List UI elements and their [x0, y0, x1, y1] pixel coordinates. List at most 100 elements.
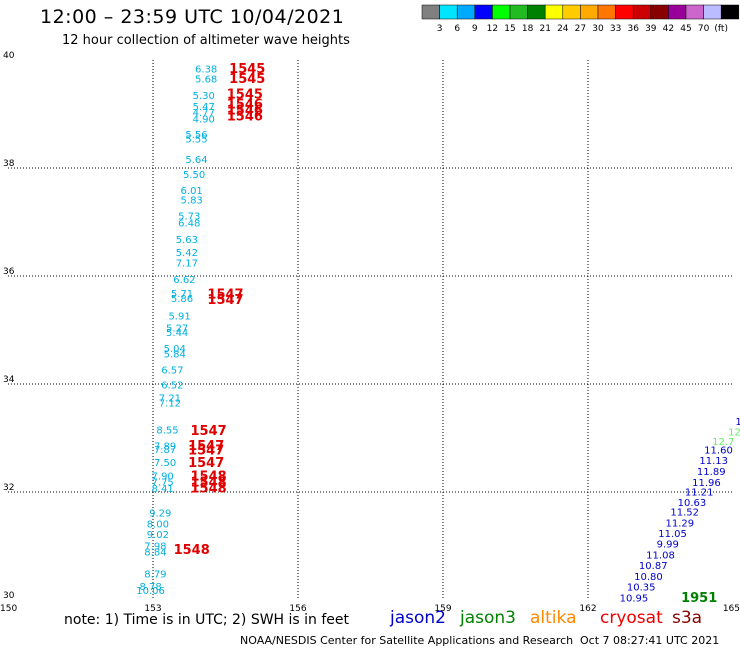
legend-label: 6	[454, 24, 460, 34]
data-point-label: 1546	[227, 110, 263, 125]
data-point-label: 11.60	[704, 445, 733, 456]
data-point-label: 5.91	[168, 312, 190, 323]
legend-swatch	[544, 4, 564, 20]
data-point-label: 11.13	[699, 456, 728, 467]
data-point-label: 11.52	[670, 508, 699, 519]
legend-swatch	[439, 4, 458, 20]
legend-label: 39	[645, 24, 657, 34]
mission-label-altika: altika	[530, 608, 577, 628]
x-tick-label: 162	[579, 604, 596, 614]
data-point-label: 7.75	[152, 477, 174, 488]
data-point-label: 1548	[174, 543, 210, 558]
legend-swatch	[527, 4, 546, 20]
chart-grid	[8, 60, 733, 600]
data-point-label: 6.01	[181, 186, 203, 197]
data-point-label: 5.42	[176, 248, 198, 259]
data-point-label: 5.56	[185, 130, 207, 141]
legend-label: 21	[539, 24, 550, 34]
data-point-label: 1547	[188, 439, 224, 454]
data-point-label: 12.7	[712, 437, 734, 448]
data-point-label: 5.86	[171, 294, 193, 305]
legend-label: 45	[680, 24, 691, 34]
y-tick-label: 34	[3, 375, 15, 385]
color-legend: 3 6 9 12 15 18 21 24 27 30 33 36 39 42 45 70 (ft)	[421, 4, 740, 34]
data-point-label: 8.41	[152, 484, 174, 495]
data-point-label: 7.21	[159, 394, 181, 405]
data-point-label: 8.79	[144, 570, 166, 581]
data-point-label: 11	[735, 417, 740, 428]
data-point-label: 7.98	[144, 542, 166, 553]
data-point-label: 5.84	[164, 349, 186, 360]
data-point-label: 10.80	[634, 572, 663, 583]
data-point-label: 5.55	[185, 134, 207, 145]
legend-label: 33	[610, 24, 621, 34]
legend-label: (ft)	[714, 24, 728, 34]
legend-label: 9	[472, 24, 478, 34]
data-point-label: 6.57	[161, 366, 183, 377]
data-point-label: 6.52	[161, 381, 183, 392]
data-point-label: 1547	[207, 287, 243, 302]
data-point-label: 1546	[227, 103, 263, 118]
mission-label-jason2: jason2	[390, 608, 446, 628]
data-point-label: 5.30	[193, 91, 215, 102]
x-tick-label: 153	[144, 604, 161, 614]
data-point-label: 5.04	[164, 344, 186, 355]
data-point-label: 5.50	[183, 170, 205, 181]
data-point-label: 1545	[229, 72, 265, 87]
legend-label: 27	[575, 24, 586, 34]
data-point-label: 6.62	[173, 275, 195, 286]
data-point-label: 1546	[227, 97, 263, 112]
footer-note: note: 1) Time is in UTC; 2) SWH is in fe…	[64, 612, 350, 628]
page-title: 12:00 – 23:59 UTC 10/04/2021	[40, 6, 345, 28]
legend-label: 24	[557, 24, 569, 34]
data-point-label: 6.38	[195, 65, 217, 76]
data-point-label: 1951	[681, 591, 717, 606]
data-point-label: 4.77	[193, 108, 215, 119]
data-point-label: 11.08	[646, 551, 675, 562]
y-tick-label: 38	[3, 159, 15, 169]
data-point-label: 7.89	[154, 442, 176, 453]
x-tick-label: 150	[0, 604, 17, 614]
legend-swatch	[492, 4, 511, 20]
legend-swatch	[580, 4, 599, 20]
data-point-label: 1545	[227, 88, 263, 103]
data-point-label: 5.83	[181, 195, 203, 206]
data-point-label: 5.63	[176, 235, 198, 246]
data-point-label: 8.84	[144, 547, 166, 558]
legend-swatch	[474, 4, 493, 20]
data-point-label: 1548	[190, 481, 226, 496]
y-tick-label: 40	[3, 51, 15, 61]
footer-credit: NOAA/NESDIS Center for Satellite Applica…	[240, 634, 574, 647]
data-point-label: 12.	[728, 428, 740, 439]
data-point-label: 10.63	[678, 498, 707, 509]
legend-swatch	[703, 4, 722, 20]
data-point-label: 1547	[188, 456, 224, 471]
legend-swatch	[632, 4, 652, 20]
x-tick-label: 159	[434, 604, 451, 614]
data-point-label: 11.96	[692, 478, 721, 489]
legend-swatch	[597, 4, 616, 20]
data-point-label: 1547	[188, 443, 224, 458]
data-point-label: 10.06	[136, 586, 165, 597]
legend-swatch	[720, 4, 740, 20]
legend-swatch	[615, 4, 634, 20]
data-point-label: 5.73	[178, 212, 200, 223]
x-tick-label: 156	[289, 604, 306, 614]
data-point-label: 5.27	[166, 323, 188, 334]
data-point-label: 10.87	[639, 561, 668, 572]
data-point-label: 8.00	[147, 519, 169, 530]
y-tick-label: 30	[3, 591, 15, 601]
data-point-label: 11.21	[685, 488, 714, 499]
data-points: 6.385.68 5.305.474.774.90 5.565.55 5.64 5.50…	[136, 62, 740, 606]
mission-label-jason3: jason3	[460, 608, 516, 628]
footer-timestamp: Oct 7 08:27:41 UTC 2021	[580, 634, 720, 647]
legend-label: 15	[504, 24, 515, 34]
data-point-label: 5.68	[195, 74, 217, 85]
data-point-label: 9.02	[147, 530, 169, 541]
legend-label: 12	[487, 24, 498, 34]
y-tick-label: 36	[3, 267, 15, 277]
legend-swatch	[562, 4, 581, 20]
legend-swatch	[421, 4, 440, 20]
data-point-label: 1548	[190, 469, 226, 484]
data-point-label: 8.55	[156, 425, 178, 436]
